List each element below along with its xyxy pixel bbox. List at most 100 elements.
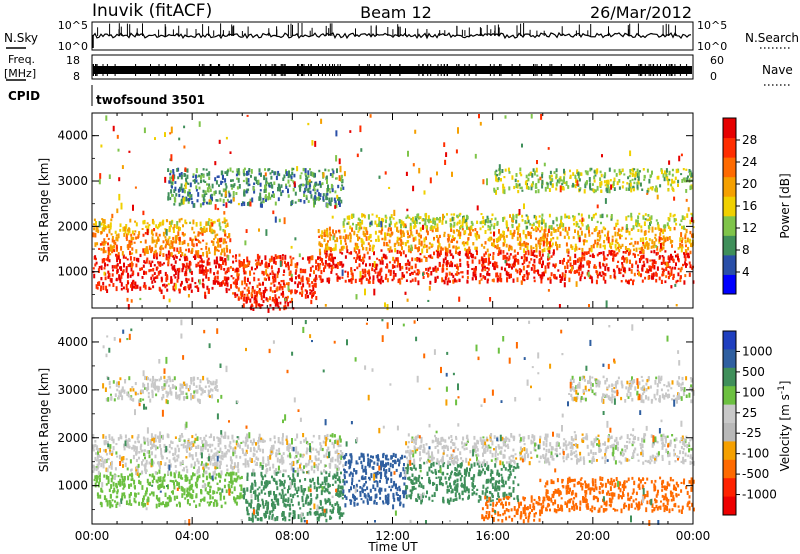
heatmap-cell [549,241,551,248]
heatmap-cell [219,492,222,496]
heatmap-cell [563,168,565,174]
heatmap-cell [393,259,396,264]
heatmap-cell [189,237,192,241]
heatmap-cell [338,202,341,207]
heatmap-cell [356,233,359,237]
heatmap-cell [198,254,200,259]
heatmap-cell [257,444,260,450]
heatmap-cell [187,182,190,185]
heatmap-cell [261,304,264,307]
heatmap-cell [215,499,218,504]
heatmap-cell [217,241,220,247]
heatmap-cell [478,114,480,119]
heatmap-cell [225,280,228,285]
heatmap-cell [199,254,202,259]
nave-label: Nave [762,63,793,77]
heatmap-cell [108,465,111,469]
heatmap-cell [501,169,504,173]
heatmap-cell [365,277,368,281]
heatmap-cell [641,279,644,283]
heatmap-cell [588,177,591,182]
heatmap-cell [242,179,245,183]
heatmap-cell [507,167,510,172]
colorbar-tick-label: 16 [742,199,757,213]
heatmap-cell [488,273,491,277]
heatmap-cell [614,243,617,249]
heatmap-cell [206,252,209,258]
heatmap-cell [180,254,183,258]
heatmap-cell [205,227,208,233]
heatmap-cell [565,215,568,219]
heatmap-cell [264,255,267,261]
heatmap-cell [245,229,248,233]
heatmap-cell [629,182,632,187]
heatmap-cell [160,454,163,458]
nave-tick-bottom: 0 [710,70,717,83]
heatmap-cell [588,233,591,237]
heatmap-cell [443,142,446,147]
heatmap-cell [243,277,246,282]
heatmap-cell [600,180,603,186]
heatmap-cell [588,247,591,252]
heatmap-cell [651,262,654,265]
heatmap-cell [495,263,498,268]
heatmap-cell [660,279,663,284]
heatmap-cell [244,271,247,275]
heatmap-cell [129,256,132,261]
y-tick-label: 1000 [57,265,88,279]
heatmap-cell [548,188,551,192]
heatmap-cell [273,181,276,185]
heatmap-cell [172,452,175,456]
heatmap-cell [129,262,132,268]
heatmap-cell [195,189,198,192]
heatmap-cell [342,221,345,226]
heatmap-cell [488,236,491,242]
heatmap-cell [625,257,628,264]
heatmap-cell [128,484,131,489]
heatmap-cell [580,257,583,262]
heatmap-cell [245,300,248,304]
heatmap-cell [230,199,233,204]
heatmap-cell [628,267,631,272]
heatmap-cell [612,250,615,255]
heatmap-cell [120,287,123,291]
heatmap-cell [173,203,176,206]
heatmap-cell [226,222,229,225]
heatmap-cell [143,260,146,263]
heatmap-cell [205,245,208,250]
heatmap-cell [166,496,169,500]
heatmap-cell [431,228,434,233]
heatmap-cell [263,277,266,281]
heatmap-cell [506,279,509,283]
heatmap-cell [533,250,536,253]
heatmap-cell [134,186,137,189]
heatmap-cell [546,237,548,242]
heatmap-cell [221,257,224,261]
heatmap-cell [616,181,619,186]
heatmap-cell [146,478,149,484]
heatmap-cell [257,256,260,262]
heatmap-cell [547,253,550,259]
freq-tick-bottom: 8 [73,70,80,83]
heatmap-cell [445,152,448,157]
heatmap-cell [586,260,589,266]
heatmap-cell [214,161,217,166]
heatmap-cell [659,248,662,253]
heatmap-cell [514,254,517,258]
heatmap-cell [222,242,225,245]
heatmap-cell [177,271,180,275]
heatmap-cell [221,248,223,253]
heatmap-cell [290,175,293,180]
heatmap-cell [180,280,183,285]
heatmap-cell [338,276,341,280]
heatmap-cell [650,269,653,272]
heatmap-cell [161,480,164,484]
heatmap-cell [358,278,361,282]
heatmap-cell [319,275,322,281]
heatmap-cell [177,176,180,180]
heatmap-cell [606,232,609,237]
heatmap-cell [629,150,632,157]
heatmap-cell [604,184,607,187]
freq-trace-noise [92,64,688,76]
heatmap-cell [474,266,477,271]
